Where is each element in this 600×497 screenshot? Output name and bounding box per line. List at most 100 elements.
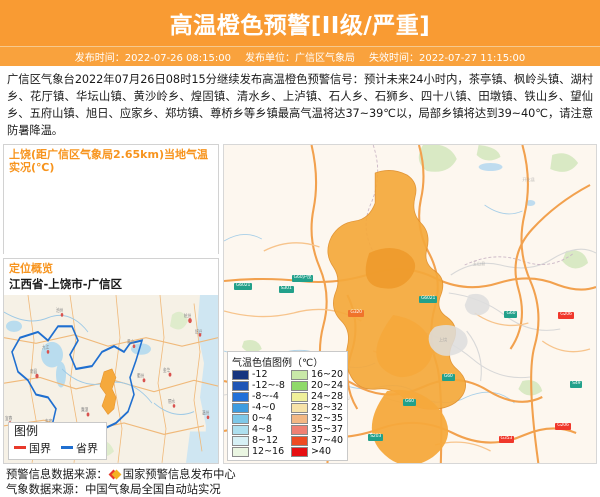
temperature-range-label: 8~12 bbox=[252, 434, 279, 446]
temperature-range-label: 20~24 bbox=[310, 379, 344, 391]
temperature-legend-item: 37~40 bbox=[290, 434, 344, 446]
temperature-range-label: -4~0 bbox=[252, 401, 276, 413]
temperature-swatch-icon bbox=[232, 424, 249, 435]
temperature-legend-item: 32~35 bbox=[290, 412, 344, 424]
expire-time: 失效时间：2022-07-27 11:15:00 bbox=[369, 53, 526, 64]
temperature-legend-item: -4~0 bbox=[232, 401, 285, 413]
temperature-swatch-icon bbox=[232, 369, 249, 380]
chart-panel-title: 上饶(距广信区气象局2.65km)当地气温实况(℃) bbox=[9, 147, 208, 174]
temperature-swatch-icon bbox=[232, 391, 249, 402]
temperature-range-label: -12~-8 bbox=[252, 379, 285, 391]
temperature-range-label: 4~8 bbox=[252, 423, 273, 435]
svg-text:鹰潭: 鹰潭 bbox=[81, 406, 89, 414]
temperature-swatch-icon bbox=[232, 413, 249, 424]
national-center-logo-icon bbox=[108, 469, 122, 480]
map-legend-title: 图例 bbox=[14, 423, 39, 438]
left-column: 上饶(距广信区气象局2.65km)当地气温实况(℃) 定位概览 江西省-上饶市-… bbox=[3, 143, 219, 464]
temperature-swatch-icon bbox=[232, 402, 249, 413]
temperature-legend-column-2: 16~20 20~24 24~28 28~32 32~35 35~37 37~40 >40 bbox=[290, 368, 344, 457]
temperature-range-label: 24~28 bbox=[310, 390, 344, 402]
svg-text:玉山县: 玉山县 bbox=[473, 260, 485, 266]
temperature-legend-item: -12 bbox=[232, 368, 285, 380]
legend-label-province: 省界 bbox=[76, 441, 98, 455]
svg-text:开化县: 开化县 bbox=[522, 176, 534, 182]
svg-text:上饶: 上饶 bbox=[439, 336, 447, 342]
temperature-swatch-icon bbox=[290, 391, 308, 402]
footer-source-label: 预警信息数据来源： bbox=[6, 467, 108, 481]
map-legend-box: 图例 国界 省界 bbox=[8, 421, 107, 460]
temperature-legend-item: >40 bbox=[290, 445, 343, 457]
temperature-swatch-icon bbox=[290, 369, 308, 380]
legend-item-national-border: 国界 bbox=[14, 440, 51, 456]
chart-plot-area bbox=[4, 174, 218, 254]
temperature-color-legend: 气温色值图例（℃） -12 -12~-8 -8~-4 -4~0 0~4 4~8 8~12 12… bbox=[227, 350, 349, 461]
temperature-swatch-icon bbox=[232, 380, 249, 391]
location-overview-panel: 定位概览 江西省-上饶市-广信区 bbox=[3, 257, 219, 464]
footer-source-name: 国家预警信息发布中心 bbox=[122, 467, 236, 481]
svg-text:南昌: 南昌 bbox=[30, 367, 37, 375]
svg-text:衢州: 衢州 bbox=[137, 372, 144, 380]
overview-panel-title: 定位概览 bbox=[9, 261, 53, 275]
svg-text:温州: 温州 bbox=[202, 408, 209, 416]
temperature-legend-item: 8~12 bbox=[232, 434, 285, 446]
temperature-legend-item: 24~28 bbox=[290, 390, 344, 402]
overview-location-text: 江西省-上饶市-广信区 bbox=[9, 276, 123, 291]
issue-unit: 发布单位：广信区气象局 bbox=[245, 53, 355, 64]
border-line-icon bbox=[14, 446, 26, 449]
temperature-range-label: 37~40 bbox=[310, 434, 344, 446]
temperature-legend-item: 35~37 bbox=[290, 423, 344, 435]
issue-time: 发布时间：2022-07-26 08:15:00 bbox=[74, 53, 231, 64]
temperature-swatch-icon bbox=[290, 402, 308, 413]
temperature-legend-item: 4~8 bbox=[232, 423, 285, 435]
temperature-swatch-icon bbox=[290, 424, 308, 435]
temperature-range-label: 12~16 bbox=[252, 445, 285, 457]
svg-text:九江: 九江 bbox=[42, 343, 50, 351]
temperature-range-label: 32~35 bbox=[310, 412, 344, 424]
footer-source-row: 预警信息数据来源： 国家预警信息发布中心 bbox=[6, 467, 594, 482]
temperature-swatch-icon bbox=[290, 380, 308, 391]
local-temperature-chart-panel: 上饶(距广信区气象局2.65km)当地气温实况(℃) bbox=[3, 143, 219, 254]
svg-text:池州: 池州 bbox=[56, 306, 63, 314]
temperature-swatch-icon bbox=[290, 413, 308, 424]
temperature-legend-item: 12~16 bbox=[232, 445, 285, 457]
svg-text:绍兴: 绍兴 bbox=[195, 327, 203, 335]
temperature-range-label: 28~32 bbox=[310, 401, 344, 413]
temperature-swatch-icon bbox=[290, 435, 308, 446]
temperature-range-label: >40 bbox=[310, 445, 332, 457]
temperature-legend-title: 气温色值图例（℃） bbox=[232, 357, 324, 369]
svg-text:丽水: 丽水 bbox=[168, 397, 176, 405]
temperature-legend-item: 20~24 bbox=[290, 379, 344, 391]
temperature-legend-column-1: -12 -12~-8 -8~-4 -4~0 0~4 4~8 8~12 12~16 bbox=[232, 368, 285, 457]
warning-body-text: 广信区气象台2022年07月26日08时15分继续发布高温橙色预警信号：预计未来… bbox=[7, 73, 593, 138]
temperature-range-label: 16~20 bbox=[310, 368, 344, 380]
border-line-icon bbox=[61, 446, 73, 449]
temperature-legend-item: 28~32 bbox=[290, 401, 344, 413]
page-title: 高温橙色预警[II级/严重] bbox=[169, 13, 431, 39]
temperature-range-label: -12 bbox=[252, 368, 268, 380]
svg-text:金华: 金华 bbox=[163, 366, 171, 374]
svg-text:黄山: 黄山 bbox=[127, 337, 134, 345]
temperature-range-label: -8~-4 bbox=[252, 390, 279, 402]
temperature-swatch-icon bbox=[290, 446, 308, 457]
map-legend-rows: 国界 省界 bbox=[14, 440, 98, 456]
legend-item-province-border: 省界 bbox=[61, 440, 98, 456]
temperature-range-label: 35~37 bbox=[310, 423, 344, 435]
footer: 预警信息数据来源： 国家预警信息发布中心 气象数据来源：中国气象局全国自动站实况 bbox=[0, 464, 600, 497]
svg-text:宜春: 宜春 bbox=[5, 414, 13, 422]
temperature-legend-item: -12~-8 bbox=[232, 379, 285, 391]
legend-label-national: 国界 bbox=[29, 441, 51, 455]
main-content: 上饶(距广信区气象局2.65km)当地气温实况(℃) 定位概览 江西省-上饶市-… bbox=[0, 143, 600, 464]
footer-weather-source: 气象数据来源：中国气象局全国自动站实况 bbox=[6, 482, 221, 496]
svg-text:吉安: 吉安 bbox=[45, 417, 53, 425]
svg-text:杭州: 杭州 bbox=[184, 312, 191, 320]
warning-meta-bar: 发布时间：2022-07-26 08:15:00 发布单位：广信区气象局 失效时… bbox=[0, 46, 600, 66]
temperature-swatch-icon bbox=[232, 446, 249, 457]
temperature-legend-item: -8~-4 bbox=[232, 390, 285, 402]
temperature-legend-item: 16~20 bbox=[290, 368, 344, 380]
temperature-legend-item: 0~4 bbox=[232, 412, 285, 424]
temperature-swatch-icon bbox=[232, 435, 249, 446]
detail-map-panel[interactable]: 玉山县 上饶 铅山 开化县 G60沪昆G6021S301G6021G60G320… bbox=[223, 143, 597, 464]
overview-mini-map[interactable]: 南昌 鹰潭 衢州 金华 杭州 绍兴 丽水 黄山 池州 九江 抚州 宜春 吉安 温… bbox=[4, 294, 218, 463]
temperature-range-label: 0~4 bbox=[252, 412, 273, 424]
warning-header: 高温橙色预警[II级/严重] bbox=[0, 0, 600, 46]
